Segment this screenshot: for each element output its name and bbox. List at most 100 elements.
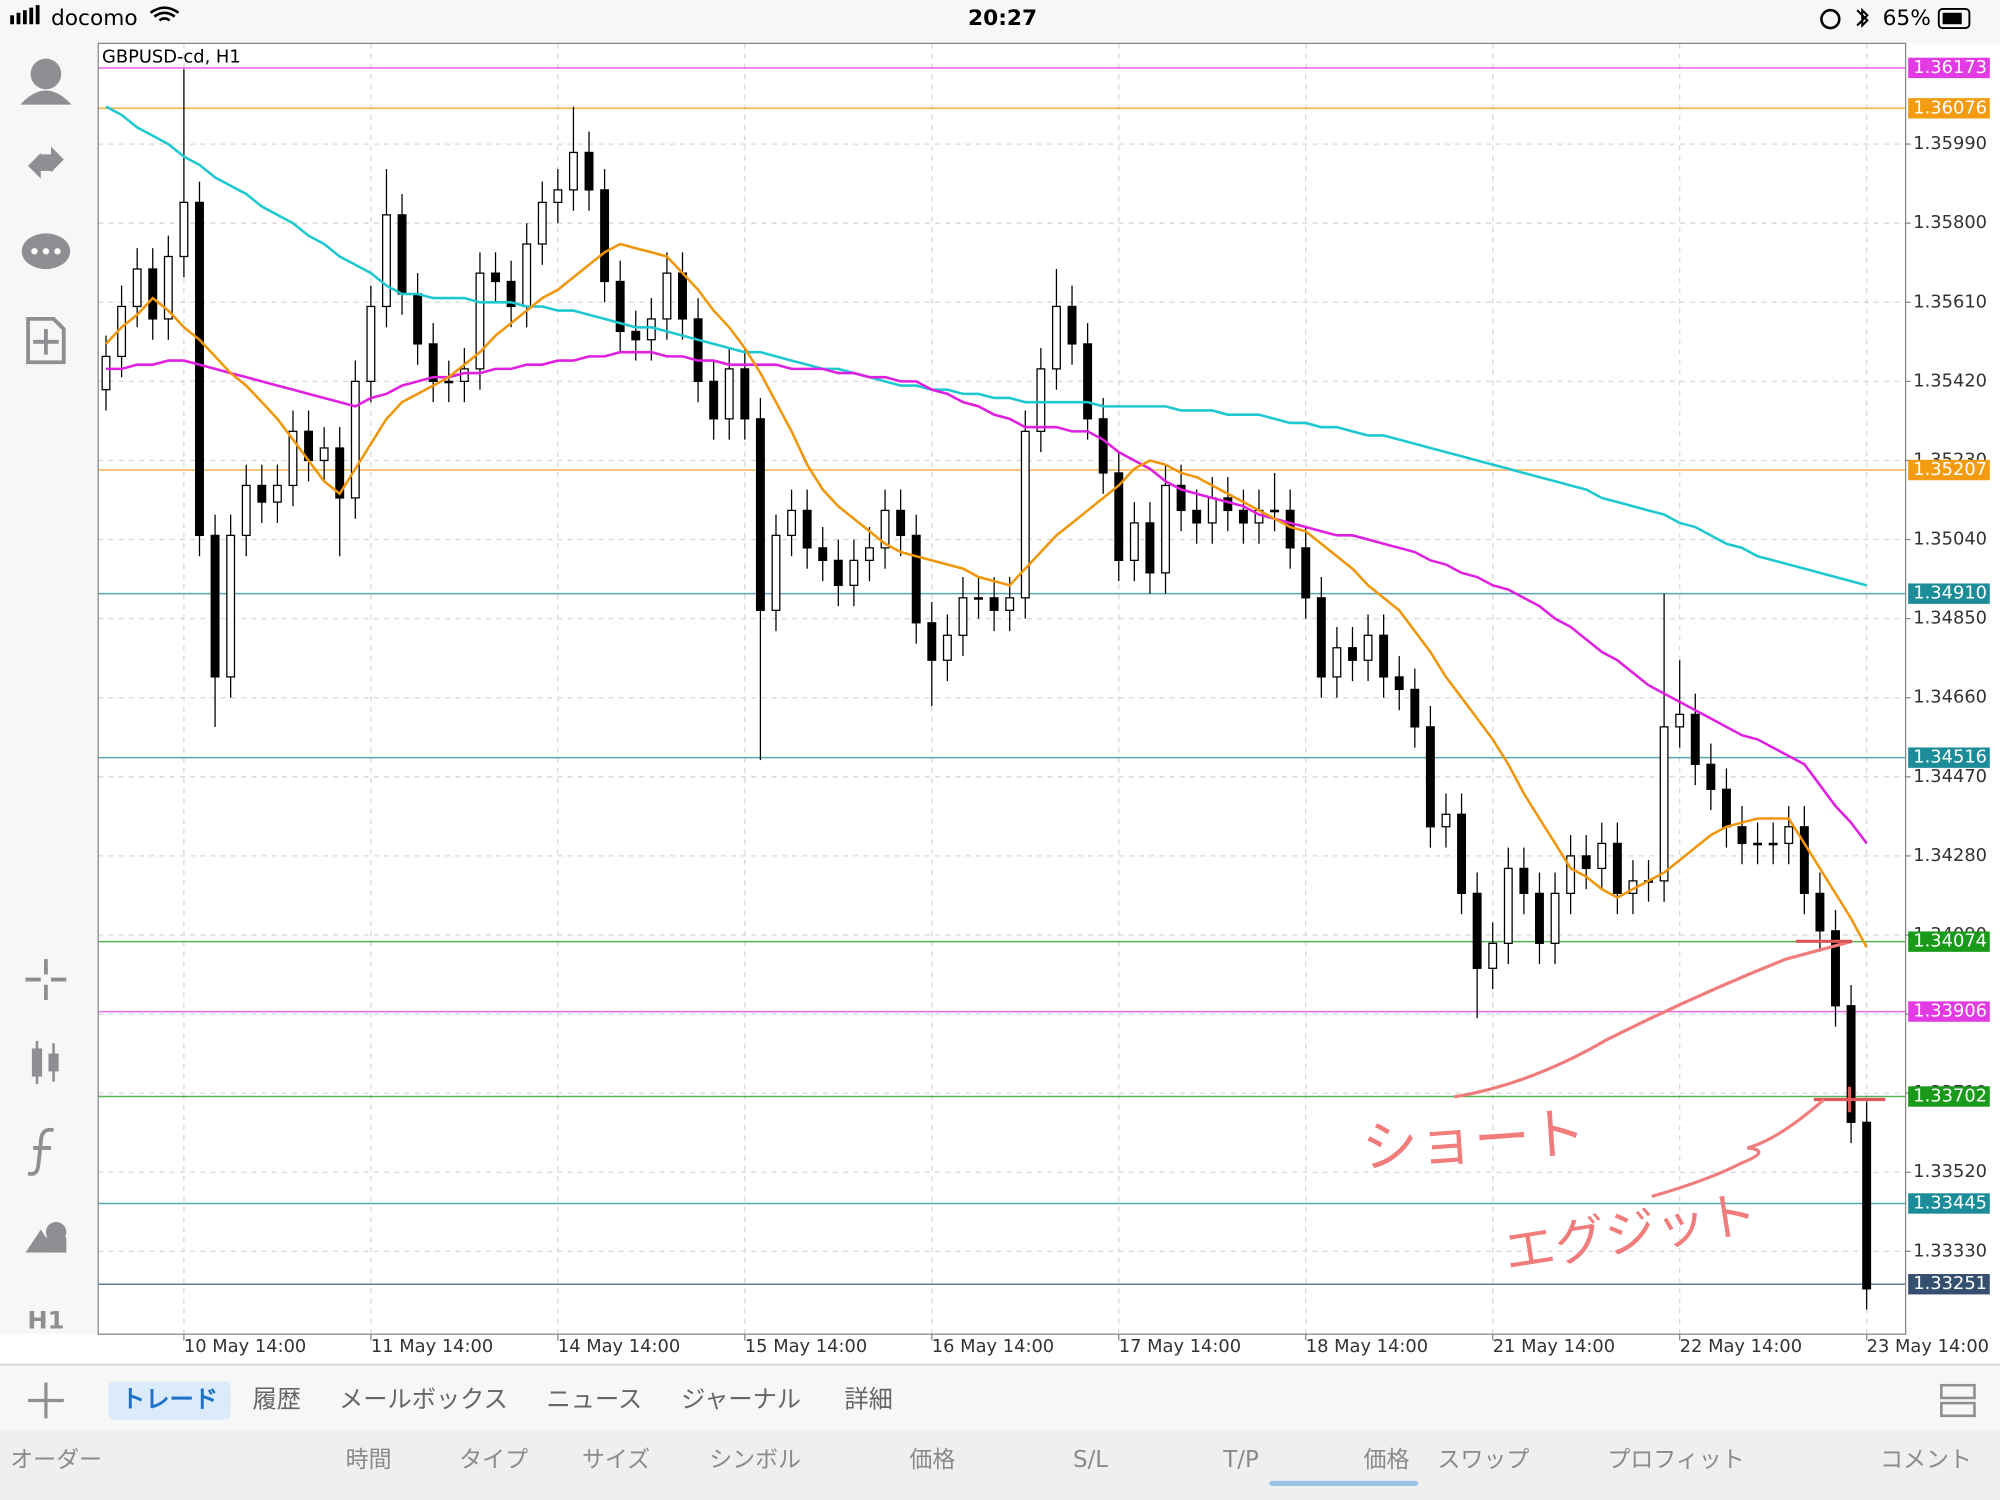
column-header[interactable]: コメント: [1880, 1447, 1972, 1473]
tab[interactable]: 履歴: [253, 1386, 301, 1414]
signal-bar: [22, 10, 27, 25]
tab[interactable]: メールボックス: [339, 1386, 508, 1414]
plot-frame: [97, 42, 1907, 1335]
trade-button[interactable]: [28, 146, 64, 179]
column-header[interactable]: プロフィット: [1607, 1447, 1744, 1473]
price-tag: [1908, 1193, 1990, 1214]
price-tag: [1908, 98, 1990, 119]
y-tick-label: 1.35800: [1913, 212, 1987, 233]
candle-body: [1612, 842, 1622, 895]
chat-button[interactable]: [21, 233, 71, 270]
candle-body: [1098, 418, 1108, 474]
bluetooth-icon: [1856, 7, 1869, 28]
candle-body: [568, 151, 578, 191]
candle-body: [1332, 647, 1342, 678]
tab[interactable]: ニュース: [547, 1386, 643, 1414]
candle-body: [693, 318, 703, 383]
tab[interactable]: ジャーナル: [681, 1386, 801, 1414]
chart-type-button[interactable]: [31, 1040, 59, 1085]
candle-body: [615, 280, 625, 333]
crosshair-button[interactable]: [25, 959, 67, 1000]
account-button[interactable]: [20, 58, 72, 105]
column-header[interactable]: サイズ: [582, 1447, 650, 1473]
candle-body: [397, 214, 407, 295]
column-header[interactable]: シンボル: [709, 1447, 801, 1473]
candle-body: [584, 151, 594, 191]
candle-body: [257, 484, 267, 503]
candle-body: [1223, 497, 1233, 512]
candle-body: [1363, 634, 1373, 661]
y-tick-label: 1.34660: [1913, 687, 1987, 708]
signal-bar: [16, 12, 21, 25]
x-tick-label: 22 May 14:00: [1680, 1336, 1802, 1357]
candle-body: [1799, 826, 1809, 895]
candle-body: [1238, 509, 1248, 524]
candle-body: [1020, 430, 1030, 599]
candle-body: [1737, 826, 1747, 845]
plot: [98, 43, 1906, 1335]
y-tick-label: 1.35040: [1913, 529, 1987, 550]
timeframe-button[interactable]: H1: [27, 1306, 64, 1334]
price-tag-label: 1.33906: [1913, 1001, 1987, 1022]
signal-bar: [10, 15, 15, 25]
candle-body: [1815, 892, 1825, 932]
candle-body: [475, 272, 485, 370]
column-header[interactable]: 価格: [1364, 1447, 1410, 1473]
table-header: オーダー 時間 タイプ サイズ シンボル 価格 S/L T/P 価格 スワップ …: [0, 1431, 2000, 1500]
add-button[interactable]: [28, 1382, 64, 1419]
column-header[interactable]: スワップ: [1438, 1447, 1530, 1473]
candle-body: [1862, 1121, 1872, 1290]
price-tag-label: 1.35207: [1913, 459, 1987, 480]
signal-bar: [35, 5, 40, 25]
candle-body: [1534, 892, 1544, 944]
candle-body: [678, 272, 687, 320]
x-tick-label: 10 May 14:00: [184, 1336, 306, 1357]
candle-body: [1846, 1005, 1856, 1123]
candle-body: [1503, 867, 1513, 944]
mark-stroke: [1795, 939, 1886, 1113]
candle-body: [335, 447, 345, 499]
price-tag-label: 1.34516: [1913, 747, 1987, 768]
candle-body: [1441, 813, 1451, 828]
moving-average: [105, 242, 1868, 949]
column-header[interactable]: 価格: [909, 1447, 955, 1473]
wifi-icon: [149, 6, 180, 22]
y-tick-label: 1.33520: [1913, 1161, 1987, 1182]
candle-body: [974, 597, 984, 600]
objects-button[interactable]: [25, 1221, 67, 1253]
header-background: [0, 1431, 2000, 1500]
candle-body: [1457, 813, 1467, 895]
candle-body: [553, 189, 563, 204]
candle-body: [1597, 842, 1607, 870]
candle-body: [927, 622, 937, 661]
candle-body: [1472, 892, 1482, 969]
candle-body: [958, 597, 968, 636]
candle-body: [849, 559, 859, 586]
candle-body: [1394, 676, 1404, 691]
column-header[interactable]: タイプ: [459, 1447, 528, 1473]
tab[interactable]: 詳細: [844, 1386, 892, 1414]
tab[interactable]: トレード: [121, 1386, 218, 1414]
y-tick-label: 1.34280: [1913, 845, 1987, 866]
price-tag: [1908, 459, 1990, 481]
tab-bar: トレード 履歴 メールボックス ニュース ジャーナル 詳細: [0, 1364, 2000, 1432]
column-header[interactable]: T/P: [1222, 1447, 1259, 1473]
y-tick-label: 1.34850: [1913, 608, 1987, 629]
column-header[interactable]: S/L: [1073, 1447, 1108, 1473]
clock: 20:27: [968, 6, 1037, 31]
price-tag-label: 1.36173: [1913, 57, 1987, 78]
candle-body: [366, 305, 376, 383]
indicators-button[interactable]: [27, 1127, 54, 1176]
x-tick-label: 16 May 14:00: [932, 1336, 1054, 1357]
column-header[interactable]: 時間: [346, 1447, 392, 1473]
candle-body: [1831, 930, 1840, 1007]
column-header[interactable]: オーダー: [10, 1447, 102, 1473]
candle-body: [1768, 842, 1778, 846]
x-tick-label: 23 May 14:00: [1867, 1336, 1989, 1357]
candle-body: [1550, 892, 1560, 944]
candle-body: [537, 201, 547, 245]
candle-body: [1753, 842, 1763, 846]
layout-button[interactable]: [1940, 1383, 1976, 1418]
new-order-button[interactable]: [26, 316, 66, 365]
